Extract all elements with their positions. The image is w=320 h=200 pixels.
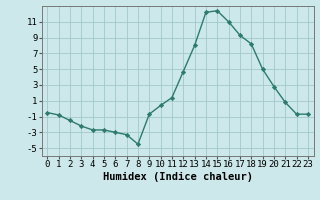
X-axis label: Humidex (Indice chaleur): Humidex (Indice chaleur) <box>103 172 252 182</box>
